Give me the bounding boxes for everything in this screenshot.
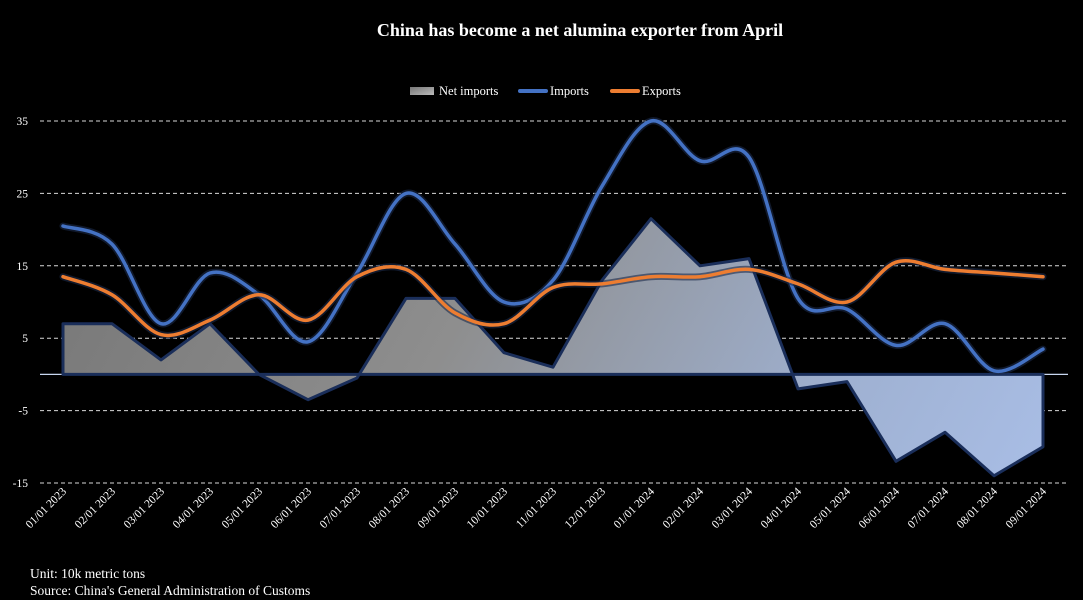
x-tick-label: 03/01 2023 <box>122 485 167 530</box>
x-tick-label: 09/01 2023 <box>416 485 461 530</box>
y-tick-label: 5 <box>22 333 28 345</box>
source-note: Source: China's General Administration o… <box>30 583 311 598</box>
x-tick-label: 05/01 2023 <box>220 485 265 530</box>
y-tick-label: 25 <box>17 188 29 200</box>
x-tick-label: 12/01 2023 <box>563 485 608 530</box>
x-tick-label: 07/01 2024 <box>906 485 951 530</box>
legend-label: Exports <box>642 84 681 98</box>
chart-notes: Unit: 10k metric tons Source: China's Ge… <box>30 565 310 599</box>
x-tick-label: 08/01 2023 <box>367 485 412 530</box>
x-tick-label: 08/01 2024 <box>955 485 1000 530</box>
legend-label: Imports <box>550 84 589 98</box>
y-tick-label: 35 <box>17 116 29 128</box>
y-tick-label: -5 <box>18 406 28 418</box>
y-tick-label: 15 <box>17 261 29 273</box>
exports-line <box>61 259 1045 338</box>
x-tick-label: 01/01 2024 <box>612 485 657 530</box>
x-tick-label: 03/01 2024 <box>710 485 755 530</box>
x-tick-label: 07/01 2023 <box>318 485 363 530</box>
x-tick-label: 06/01 2024 <box>857 485 902 530</box>
chart-title: China has become a net alumina exporter … <box>376 20 784 40</box>
legend: Net imports Imports Exports <box>410 84 681 98</box>
legend-swatch-net-imports <box>410 87 434 95</box>
net-imports-area <box>61 217 1045 478</box>
x-tick-label: 04/01 2024 <box>759 485 804 530</box>
x-tick-label: 04/01 2023 <box>171 485 216 530</box>
legend-label: Net imports <box>439 84 499 98</box>
x-axis-ticks: 01/01 2023 02/01 2023 03/01 2023 04/01 2023… <box>24 485 1049 530</box>
x-tick-label: 10/01 2023 <box>465 485 510 530</box>
imports-line <box>61 119 1045 373</box>
net-imports-area-path <box>61 217 1045 478</box>
x-tick-label: 05/01 2024 <box>808 485 853 530</box>
series-lines <box>59 117 1047 375</box>
x-tick-label: 11/01 2023 <box>514 485 559 530</box>
x-tick-label: 06/01 2023 <box>269 485 314 530</box>
x-tick-label: 02/01 2024 <box>661 485 706 530</box>
x-tick-label: 01/01 2023 <box>24 485 69 530</box>
y-tick-label: -15 <box>13 478 29 490</box>
x-tick-label: 02/01 2023 <box>73 485 118 530</box>
x-tick-label: 09/01 2024 <box>1004 485 1049 530</box>
unit-note: Unit: 10k metric tons <box>30 566 146 581</box>
y-axis-ticks: 35 25 15 5 -5 -15 <box>13 116 29 490</box>
